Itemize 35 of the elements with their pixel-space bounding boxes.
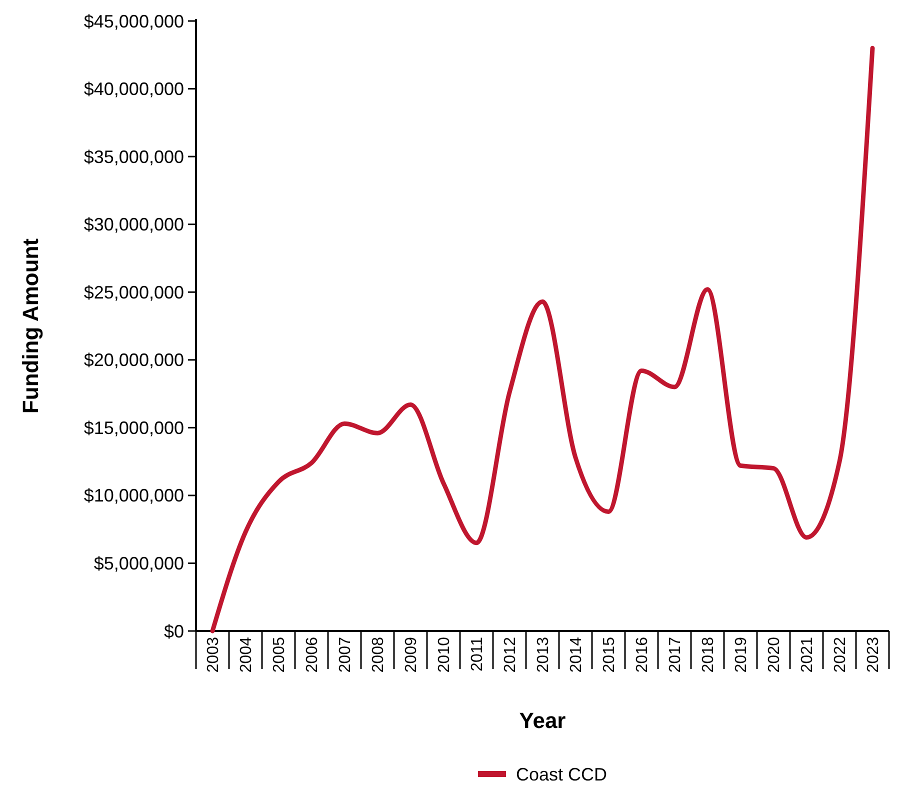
x-tick-label: 2007: [337, 636, 354, 673]
x-tick-label: 2013: [535, 636, 552, 673]
x-axis-title: Year: [519, 708, 566, 733]
legend-label: Coast CCD: [516, 764, 608, 784]
x-tick-label: 2009: [403, 636, 420, 673]
y-tick-label: $40,000,000: [84, 79, 184, 100]
x-tick-label: 2005: [271, 636, 288, 673]
x-tick-label: 2018: [700, 636, 718, 673]
x-tick-label: 2010: [436, 636, 454, 673]
y-tick-label: $30,000,000: [84, 214, 184, 235]
x-tick-label: 2017: [667, 636, 684, 673]
y-tick-label: $25,000,000: [84, 282, 184, 302]
x-tick-label: 2021: [799, 636, 816, 673]
line-series: [210, 46, 875, 634]
y-tick-label: $0: [164, 621, 184, 642]
y-tick-label: $10,000,000: [84, 486, 184, 506]
x-tick-label: 2019: [733, 636, 750, 673]
x-tick-label: 2012: [502, 636, 520, 673]
y-axis-title: Funding Amount: [18, 238, 43, 414]
y-tick-label: $15,000,000: [84, 418, 184, 438]
x-tick-label: 2006: [304, 636, 322, 673]
y-tick-label: $35,000,000: [84, 146, 184, 167]
x-tick-label: 2016: [634, 636, 652, 673]
x-tick-label: 2011: [469, 636, 486, 672]
x-tick-label: 2014: [568, 636, 586, 673]
x-tick-label: 2015: [601, 636, 618, 673]
x-tick-label: 2020: [766, 636, 784, 673]
y-tick-label: $20,000,000: [84, 350, 184, 370]
x-tick-label: 2023: [865, 636, 882, 673]
x-tick-label: 2008: [370, 636, 388, 673]
x-tick-label: 2003: [205, 636, 222, 673]
x-tick-label: 2004: [238, 636, 256, 673]
x-tick-label: 2022: [832, 636, 850, 673]
y-tick-label: $5,000,000: [94, 554, 184, 574]
y-tick-label: $45,000,000: [84, 11, 184, 32]
